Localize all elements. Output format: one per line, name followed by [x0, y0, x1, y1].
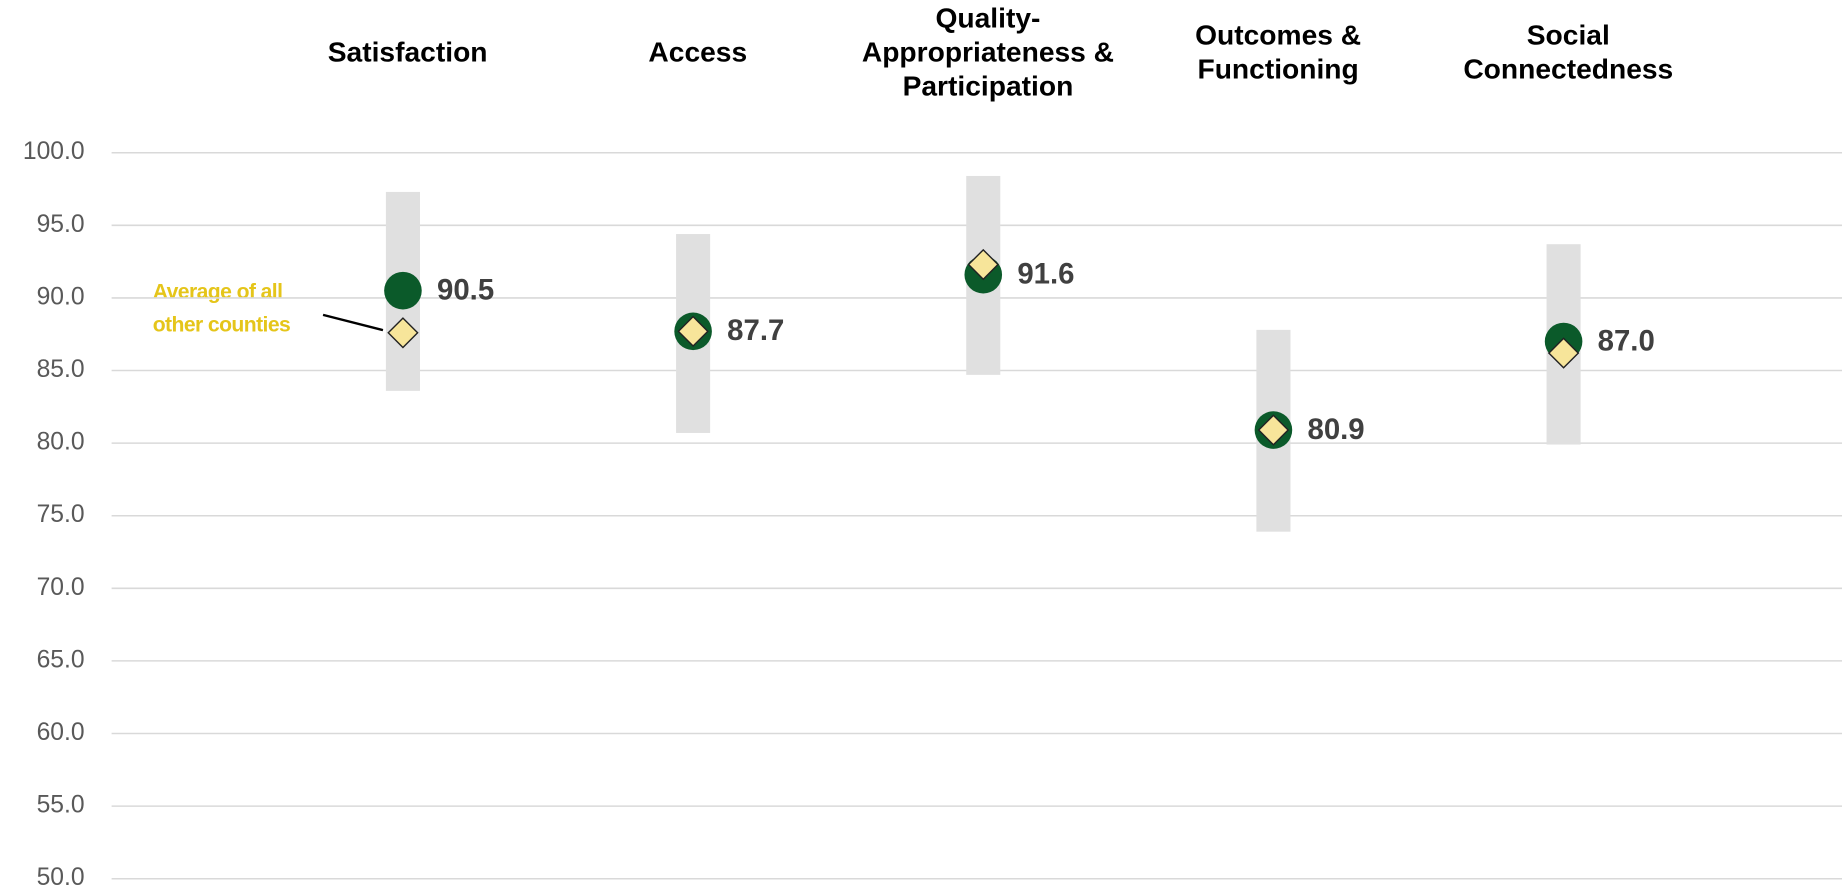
- category-label: Functioning: [1197, 53, 1358, 85]
- category-label: Outcomes &: [1195, 18, 1361, 50]
- value-label: 91.6: [1017, 258, 1074, 291]
- category-label: Participation: [903, 70, 1074, 102]
- value-label: 80.9: [1307, 413, 1364, 446]
- y-tick-label: 60.0: [37, 719, 85, 746]
- value-label: 90.5: [437, 274, 494, 307]
- y-tick-label: 100.0: [23, 138, 85, 165]
- category-label: Quality-: [935, 1, 1040, 33]
- category-label: Access: [648, 36, 747, 68]
- y-tick-label: 90.0: [37, 283, 85, 310]
- y-tick-label: 65.0: [37, 646, 85, 673]
- annotation: Average of all other counties: [152, 279, 291, 336]
- y-tick-label: 70.0: [37, 574, 85, 601]
- value-label: 87.0: [1598, 324, 1655, 357]
- category-label: Satisfaction: [328, 36, 488, 68]
- average-diamond: [967, 248, 999, 281]
- value-label: 87.7: [727, 314, 784, 347]
- annotation-box: Average of all other counties: [152, 279, 291, 336]
- annotation-pointer: [322, 313, 384, 332]
- y-tick-label: 80.0: [37, 429, 85, 456]
- y-tick-label: 75.0: [37, 501, 85, 528]
- category-label: Social: [1527, 18, 1610, 50]
- average-diamond: [1547, 337, 1580, 369]
- y-tick-label: 55.0: [37, 792, 85, 819]
- y-tick-label: 95.0: [37, 211, 85, 238]
- y-tick-label: 85.0: [37, 356, 85, 383]
- y-tick-label: 50.0: [37, 864, 85, 891]
- county-dot: [384, 271, 422, 310]
- average-diamond: [677, 315, 709, 348]
- category-label: Connectedness: [1463, 53, 1673, 85]
- average-diamond: [1257, 414, 1290, 446]
- category-label: Appropriateness &: [862, 36, 1114, 68]
- average-diamond: [387, 317, 419, 349]
